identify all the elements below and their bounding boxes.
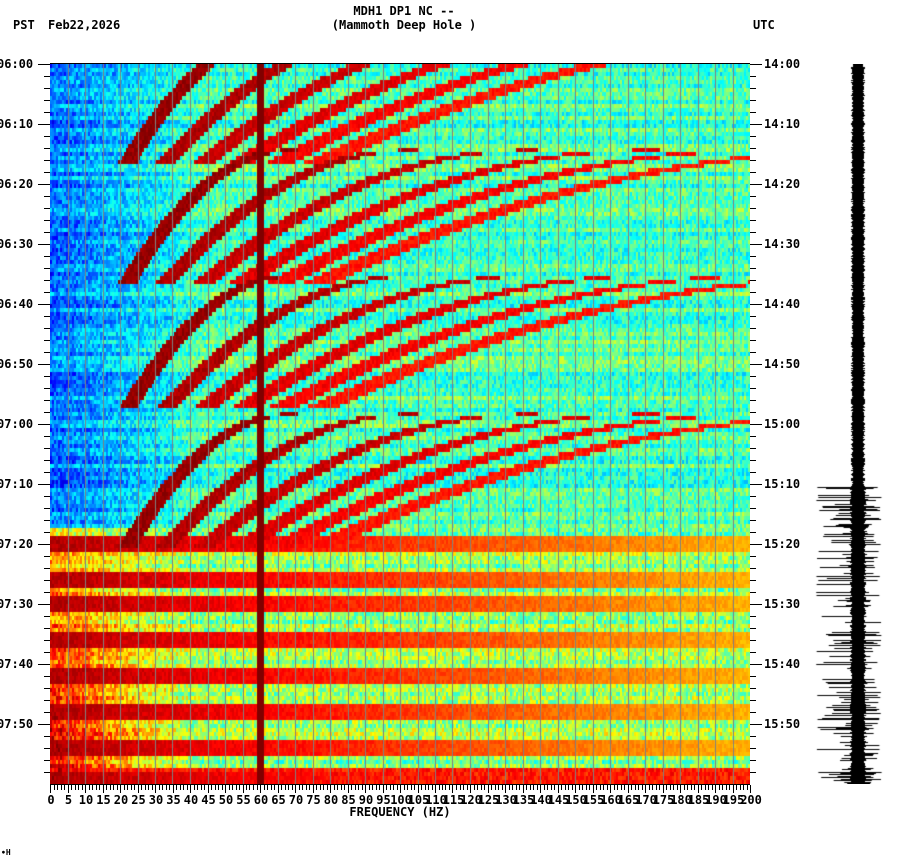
x-tick-label: 80: [323, 793, 339, 807]
x-axis-title: FREQUENCY (HZ): [349, 805, 451, 819]
x-tick-label: 150: [565, 793, 587, 807]
y-tick-label-right: 15:50: [764, 717, 801, 731]
x-tick-label: 35: [166, 793, 181, 807]
y-tick-label-left: 07:50: [0, 717, 34, 731]
x-tick-label: 145: [547, 793, 570, 807]
y-tick-label-left: 06:50: [0, 357, 34, 371]
x-tick-label: 120: [460, 793, 482, 807]
y-tick-label-left: 06:10: [0, 117, 34, 131]
x-tick-label: 45: [201, 793, 216, 807]
y-tick-label-right: 15:40: [764, 657, 801, 671]
x-tick-label: 70: [288, 793, 304, 807]
station-title: MDH1 DP1 NC --: [353, 4, 455, 18]
y-tick-label-left: 06:30: [0, 237, 34, 251]
x-tick-label: 105: [407, 793, 430, 807]
x-tick-label: 60: [253, 793, 269, 807]
x-tick-label: 85: [341, 793, 356, 807]
y-tick-label-right: 15:20: [764, 537, 801, 551]
y-tick-label-right: 15:30: [764, 597, 801, 611]
y-tick-label-right: 14:20: [764, 177, 801, 191]
x-tick-label: 5: [64, 793, 73, 807]
x-tick-label: 130: [495, 793, 517, 807]
y-tick-label-left: 07:10: [0, 477, 34, 491]
y-tick-label-right: 15:10: [764, 477, 801, 491]
x-tick-label: 140: [530, 793, 552, 807]
x-tick-label: 95: [376, 793, 391, 807]
station-name: (Mammoth Deep Hole ): [331, 18, 477, 32]
x-tick-label: 40: [183, 793, 199, 807]
x-tick-label: 25: [131, 793, 146, 807]
x-tick-label: 135: [512, 793, 535, 807]
x-tick-label: 200: [740, 793, 762, 807]
x-tick-label: 55: [236, 793, 251, 807]
x-tick-label: 155: [582, 793, 605, 807]
y-tick-label-left: 06:40: [0, 297, 34, 311]
x-tick-label: 65: [271, 793, 286, 807]
x-tick-label: 15: [96, 793, 111, 807]
x-tick-label: 50: [218, 793, 234, 807]
x-tick-label: 30: [148, 793, 164, 807]
y-tick-label-left: 07:40: [0, 657, 34, 671]
y-tick-label-right: 14:00: [764, 57, 801, 71]
x-tick-label: 75: [306, 793, 321, 807]
x-tick-label: 115: [442, 793, 465, 807]
x-tick-label: 175: [652, 793, 675, 807]
x-tick-label: 190: [705, 793, 727, 807]
seismogram-trace: [810, 64, 900, 784]
left-timezone-label: PST: [13, 18, 35, 32]
spectrogram-canvas: [50, 64, 750, 784]
y-tick-label-right: 14:50: [764, 357, 801, 371]
y-tick-label-right: 14:10: [764, 117, 801, 131]
y-tick-label-left: 07:20: [0, 537, 34, 551]
x-tick-label: 90: [358, 793, 374, 807]
y-tick-label-right: 15:00: [764, 417, 801, 431]
y-tick-label-left: 07:00: [0, 417, 34, 431]
y-tick-label-left: 07:30: [0, 597, 34, 611]
x-tick-label: 180: [670, 793, 692, 807]
x-tick-label: 170: [635, 793, 657, 807]
plot-top-border: [50, 63, 750, 64]
spectrogram-plot: [50, 64, 750, 784]
x-tick-label: 125: [477, 793, 500, 807]
y-tick-label-left: 06:20: [0, 177, 34, 191]
x-tick-label: 10: [78, 793, 94, 807]
corner-mark: ∙Н: [1, 848, 11, 857]
x-tick-label: 195: [722, 793, 745, 807]
y-tick-label-left: 06:00: [0, 57, 34, 71]
x-tick-label: 110: [425, 793, 447, 807]
right-timezone-label: UTC: [753, 18, 775, 32]
x-tick-label: 0: [47, 793, 55, 807]
x-tick-label: 160: [600, 793, 622, 807]
date-label: Feb22,2026: [48, 18, 121, 32]
x-tick-label: 185: [687, 793, 710, 807]
y-tick-label-right: 14:40: [764, 297, 801, 311]
y-tick-label-right: 14:30: [764, 237, 801, 251]
x-tick-label: 100: [390, 793, 412, 807]
x-tick-label: 165: [617, 793, 640, 807]
x-tick-label: 20: [113, 793, 129, 807]
